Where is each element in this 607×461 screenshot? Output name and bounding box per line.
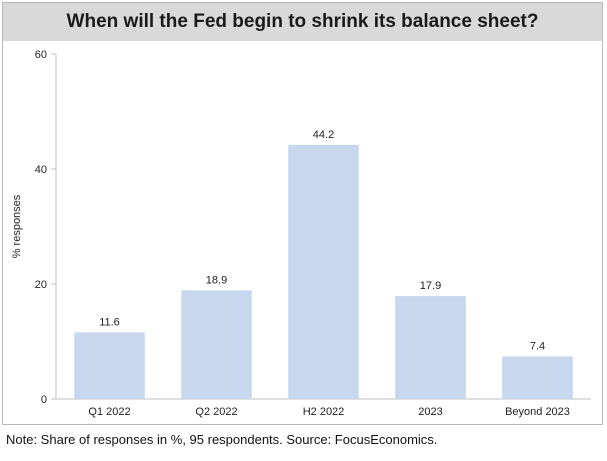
y-tick-label: 20 (35, 279, 47, 291)
x-tick-label: H2 2022 (303, 406, 345, 418)
y-axis-title: % responses (11, 194, 23, 258)
bar-chart: 0 20 40 60 % responses 11.6 Q1 2022 18.9 Q2 202… (11, 49, 591, 418)
title-bar: When will the Fed begin to shrink its ba… (3, 3, 602, 41)
y-tick-label: 60 (35, 49, 47, 61)
x-tick-label: 2023 (418, 406, 442, 418)
bar (181, 290, 252, 399)
bar (288, 144, 359, 399)
x-tick-label: Beyond 2023 (505, 406, 570, 418)
y-tick-label: 40 (35, 164, 47, 176)
x-tick-label: Q1 2022 (88, 406, 130, 418)
label-layer: 11.6 Q1 2022 18.9 Q2 2022 44.2 H2 2022 17.9 202… (88, 129, 570, 418)
bar (502, 356, 573, 399)
chart-title: When will the Fed begin to shrink its ba… (66, 11, 539, 32)
footnote: Note: Share of responses in %, 95 respon… (6, 432, 438, 447)
bar-layer (74, 144, 573, 399)
bar (395, 296, 466, 399)
data-label: 7.4 (530, 340, 545, 352)
data-label: 44.2 (313, 129, 334, 141)
bar (74, 332, 145, 399)
data-label: 17.9 (420, 280, 441, 292)
data-label: 18.9 (206, 274, 227, 286)
x-tick-label: Q2 2022 (195, 406, 237, 418)
chart-frame: When will the Fed begin to shrink its ba… (2, 2, 603, 425)
y-tick-label: 0 (41, 394, 47, 406)
data-label: 11.6 (99, 316, 120, 328)
